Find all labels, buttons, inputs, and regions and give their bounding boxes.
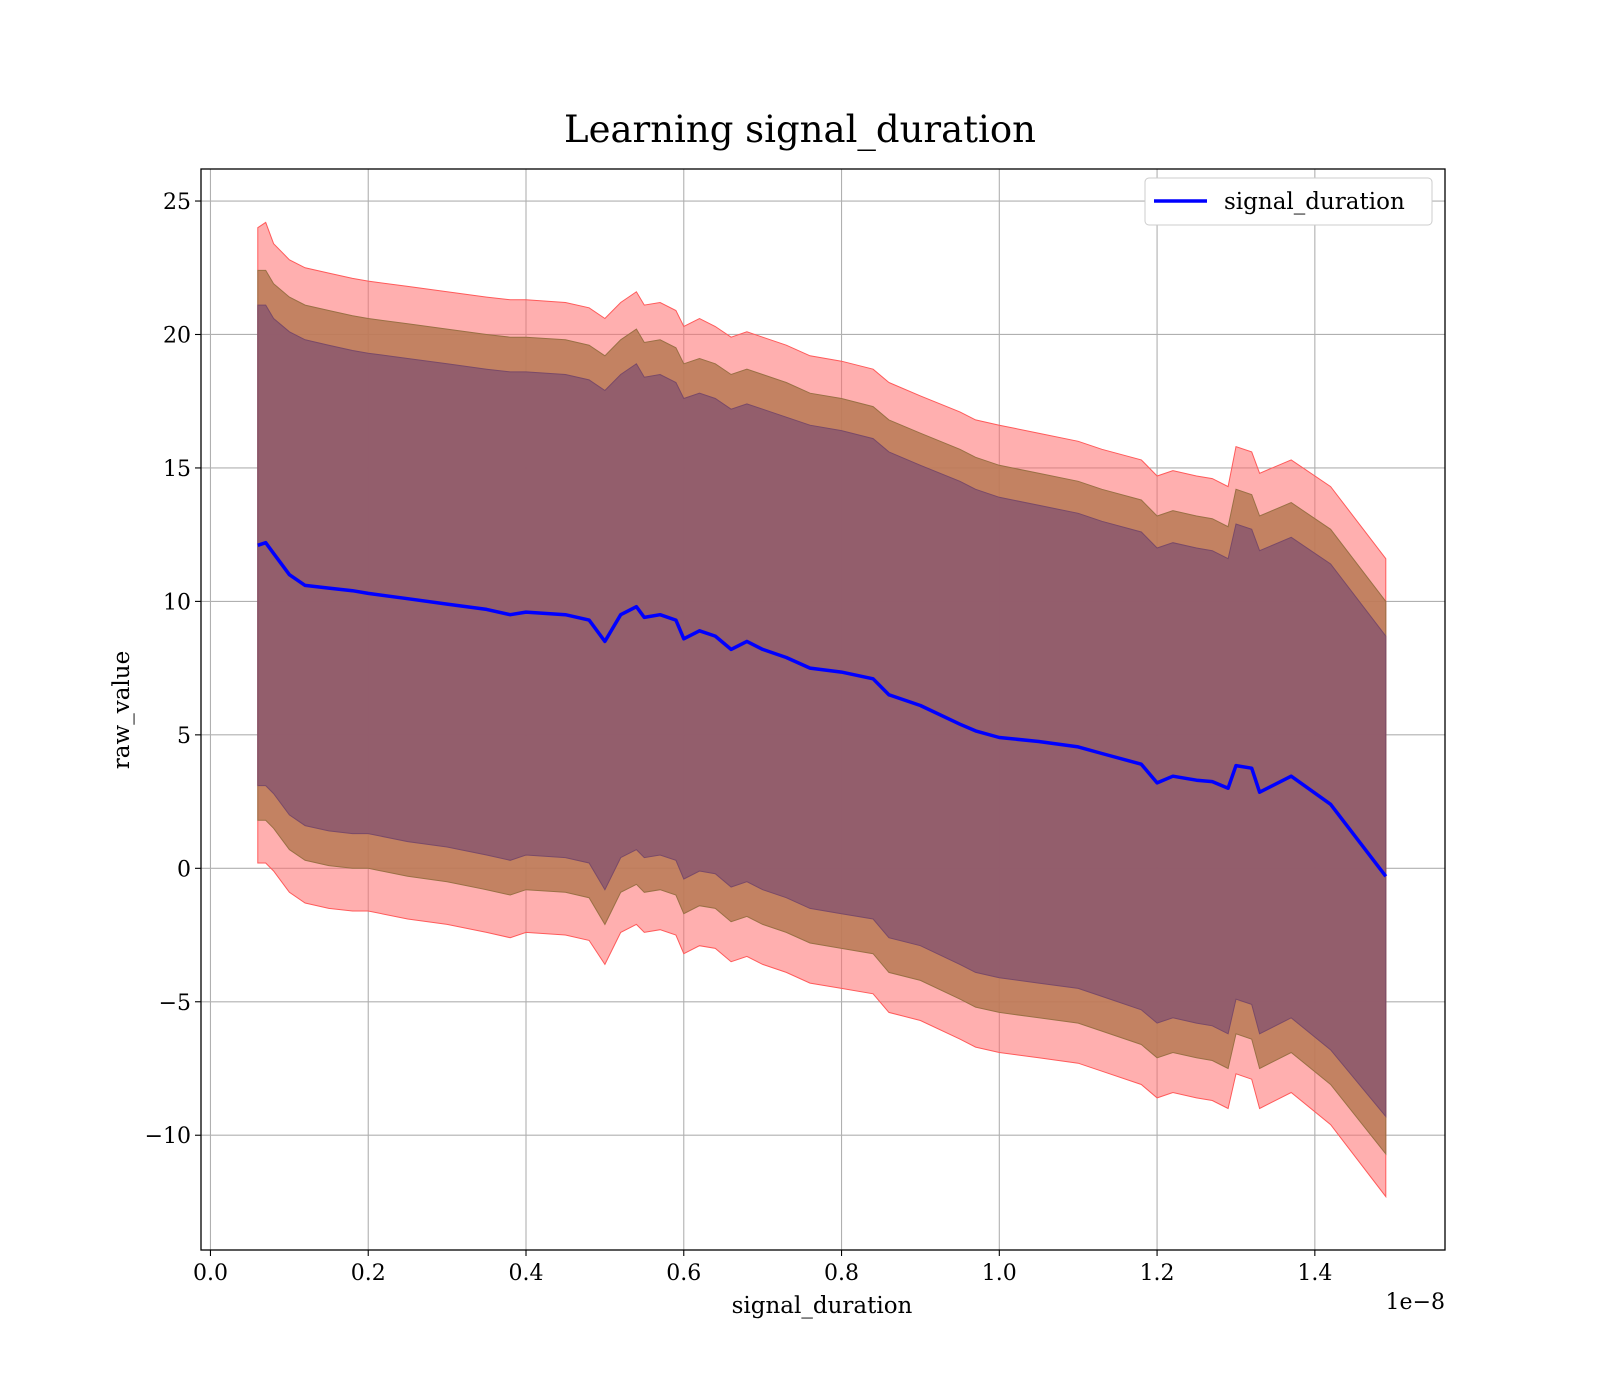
x-tick-label: 1.2 xyxy=(1140,1261,1175,1286)
x-axis-label: signal_duration xyxy=(732,1293,913,1319)
legend: signal_duration xyxy=(1144,177,1433,226)
plot-frame xyxy=(200,168,1446,1251)
x-tick-label: 1.0 xyxy=(982,1261,1017,1286)
x-tick-label: 0.4 xyxy=(509,1261,544,1286)
series-lines xyxy=(257,540,1388,878)
x-axis: 0.0 0.2 0.4 0.6 0.8 1.0 1.2 1.4 xyxy=(193,1250,1332,1286)
x-tick-label: 0.6 xyxy=(666,1261,701,1286)
y-tick-label: 0 xyxy=(177,857,191,882)
y-tick-label: 25 xyxy=(163,190,191,215)
y-axis-label: raw_value xyxy=(109,651,135,769)
band-inner xyxy=(257,304,1387,1118)
x-tick-label: 1.4 xyxy=(1297,1261,1332,1286)
x-tick-label: 0.2 xyxy=(351,1261,386,1286)
y-axis: −10 −5 0 5 10 15 20 25 xyxy=(145,190,201,1149)
x-tick-label: 0.0 xyxy=(193,1261,228,1286)
y-tick-label: −10 xyxy=(145,1124,191,1149)
y-tick-label: 20 xyxy=(163,323,191,348)
legend-box xyxy=(1144,177,1433,226)
x-tick-label: 0.8 xyxy=(824,1261,859,1286)
x-offset-label: 1e−8 xyxy=(1386,1290,1445,1315)
y-tick-label: 10 xyxy=(163,590,191,615)
chart-title: Learning signal_duration xyxy=(564,108,1036,152)
y-tick-label: −5 xyxy=(159,991,191,1016)
y-tick-label: 5 xyxy=(177,724,191,749)
bands xyxy=(257,221,1387,1199)
series-line-signal-duration xyxy=(257,540,1388,878)
legend-label: signal_duration xyxy=(1224,189,1405,215)
y-tick-label: 15 xyxy=(163,457,191,482)
